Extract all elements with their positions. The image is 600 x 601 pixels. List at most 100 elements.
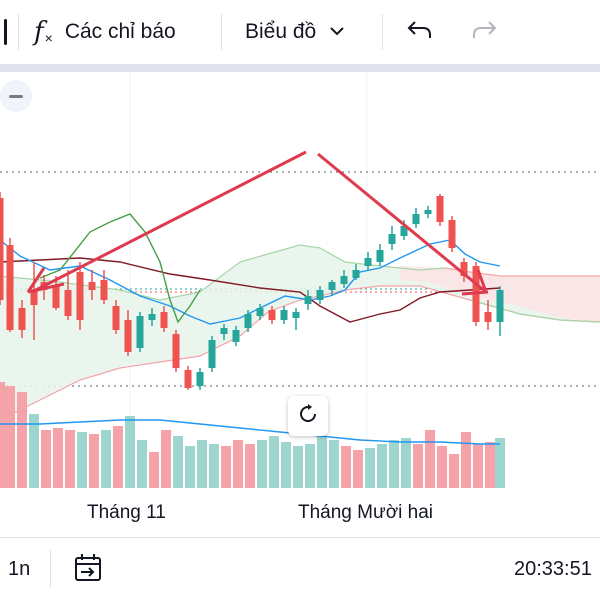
candle-body [364, 258, 372, 266]
candle-body [400, 226, 408, 236]
volume-bar [377, 444, 387, 488]
candle-body [52, 285, 60, 308]
volume-bar [41, 430, 51, 488]
volume-bar [221, 446, 231, 488]
toolbar-separator [18, 14, 19, 50]
toolbar-separator [221, 14, 222, 50]
candle-body [172, 334, 180, 368]
candle-body [412, 214, 420, 224]
chart-pane[interactable] [0, 72, 600, 537]
candle-body [244, 314, 252, 328]
collapse-pane-button[interactable] [0, 80, 32, 112]
bottom-toolbar: 1n 20:33:51 [0, 537, 600, 601]
volume-bar [5, 386, 15, 488]
candle-body [496, 290, 504, 322]
volume-bar [29, 414, 39, 488]
candle-body [292, 312, 300, 318]
volume-bar [389, 440, 399, 488]
candle-body [64, 290, 72, 316]
bottom-separator [50, 550, 51, 588]
volume-bar [257, 440, 267, 488]
volume-bar [173, 436, 183, 488]
volume-bar [305, 444, 315, 488]
fx-icon-x: × [44, 30, 53, 46]
candle-body [316, 290, 324, 300]
candle-body [484, 312, 492, 322]
candle-body [232, 330, 240, 342]
candle-body [30, 290, 38, 305]
chart-type-label: Biểu đồ [245, 20, 317, 43]
volume-bar [473, 444, 483, 488]
volume-bar [137, 440, 147, 488]
volume-bar [0, 382, 5, 488]
candle-body [18, 308, 26, 330]
candle-body [460, 262, 468, 276]
candle-body [208, 340, 216, 368]
volume-bar [65, 430, 75, 488]
redo-button[interactable] [470, 0, 498, 64]
candle-body [376, 250, 384, 262]
volume-bar [485, 442, 495, 488]
volume-bar [365, 448, 375, 488]
volume-bar [437, 446, 447, 488]
volume-bar [495, 438, 505, 488]
candle-body [352, 270, 360, 278]
x-axis-label-december: Tháng Mười hai [298, 502, 434, 523]
volume-bar [89, 434, 99, 488]
candle-body [124, 320, 132, 352]
toolbar-divider [0, 64, 600, 72]
reset-chart-button[interactable] [288, 396, 328, 436]
candle-body [268, 310, 276, 320]
undo-button[interactable] [406, 0, 434, 64]
candle-body [100, 280, 108, 300]
volume-bar [17, 392, 27, 488]
x-axis-label-november: Tháng 11 [87, 502, 166, 523]
volume-bar [101, 430, 111, 488]
volume-bar [113, 426, 123, 488]
volume-bar [209, 444, 219, 488]
volume-bar [245, 444, 255, 488]
volume-bar [77, 432, 87, 488]
candle-body [112, 306, 120, 330]
candle-body [304, 296, 312, 304]
candle-body [280, 310, 288, 320]
candle-body [160, 312, 168, 328]
redo-icon [470, 18, 498, 47]
candle-body [184, 370, 192, 388]
candle-body [148, 314, 156, 320]
price-chart[interactable] [0, 72, 600, 537]
candle-body [328, 282, 336, 290]
interval-button[interactable]: 1n [8, 558, 31, 580]
candle-body [0, 198, 4, 300]
toolbar-edge [4, 0, 7, 64]
volume-bar [449, 454, 459, 488]
candle-body [424, 210, 432, 214]
undo-icon [406, 18, 434, 47]
indicators-button[interactable]: f × Các chỉ báo [34, 0, 176, 64]
reset-icon [297, 403, 319, 430]
volume-bar [317, 436, 327, 488]
volume-bar [53, 428, 63, 488]
volume-bar [341, 446, 351, 488]
volume-bar [149, 452, 159, 488]
volume-bar [413, 444, 423, 488]
volume-bar [185, 446, 195, 488]
candle-body [196, 372, 204, 386]
candle-body [220, 328, 228, 334]
chart-type-button[interactable]: Biểu đồ [245, 0, 344, 64]
candle-body [136, 316, 144, 348]
candle-body [6, 245, 14, 330]
candle-body [340, 276, 348, 284]
volume-bar [353, 450, 363, 488]
volume-bar [461, 432, 471, 488]
volume-bar [269, 436, 279, 488]
volume-bar [197, 440, 207, 488]
date-range-button[interactable] [72, 552, 104, 589]
volume-bar [401, 438, 411, 488]
candle-body [88, 282, 96, 290]
candlestick-series [0, 192, 504, 390]
clock-time: 20:33:51 [514, 558, 592, 580]
candle-body [436, 196, 444, 222]
candle-body [76, 272, 84, 320]
toolbar-separator [382, 14, 383, 50]
